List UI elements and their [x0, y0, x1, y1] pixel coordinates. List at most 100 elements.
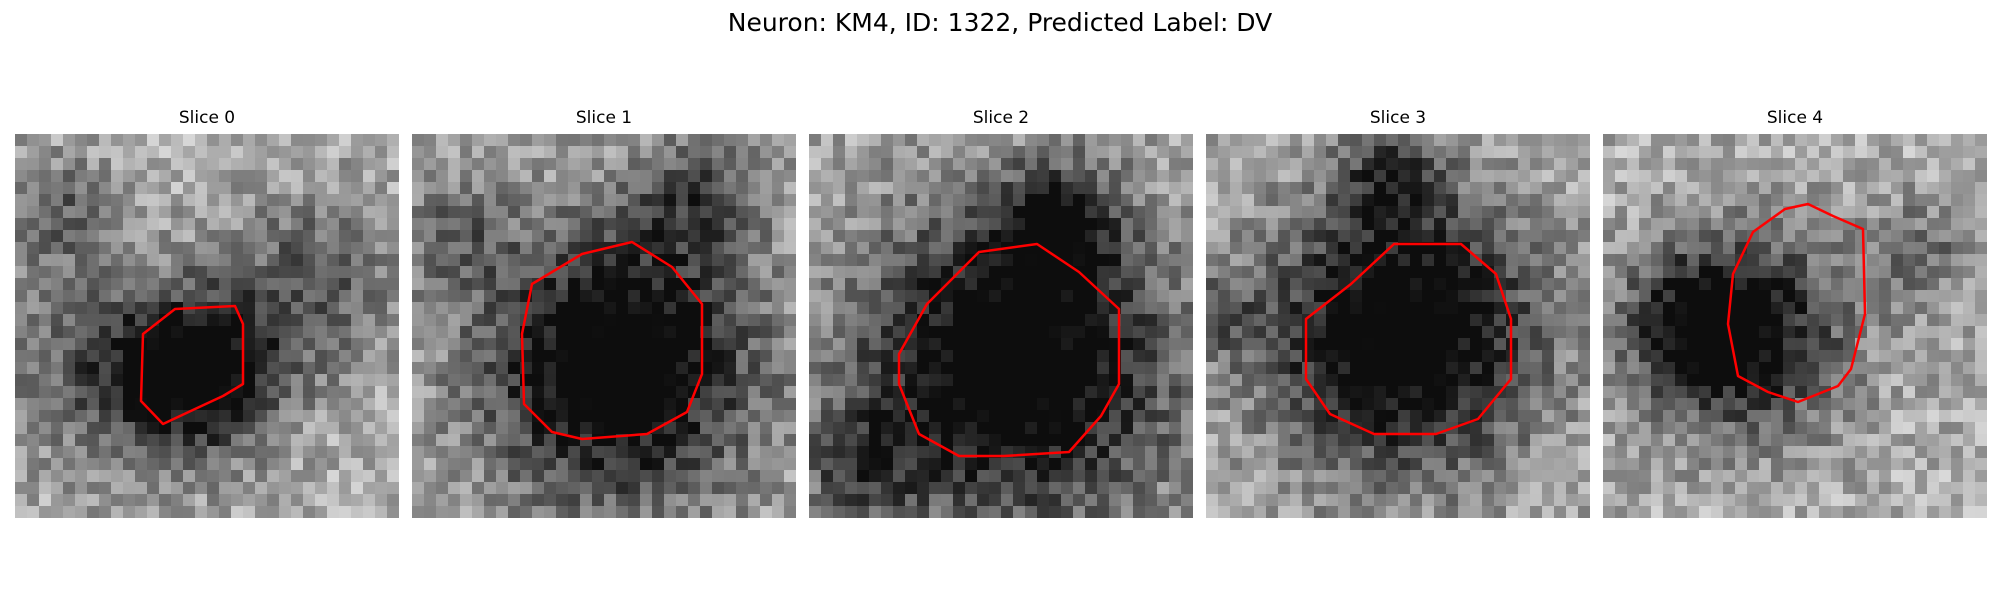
pixel-tile [905, 254, 918, 267]
pixel-tile [1506, 134, 1519, 147]
pixel-tile [568, 158, 581, 171]
pixel-tile [1470, 410, 1483, 423]
pixel-tile [363, 158, 376, 171]
pixel-tile [1530, 338, 1543, 351]
pixel-tile [15, 338, 28, 351]
pixel-tile [1037, 434, 1050, 447]
pixel-tile [977, 386, 990, 399]
pixel-tile [652, 386, 665, 399]
pixel-tile [1290, 398, 1303, 411]
pixel-tile [1302, 410, 1315, 423]
pixel-tile [1482, 302, 1495, 315]
pixel-tile [1097, 374, 1110, 387]
pixel-tile [1049, 374, 1062, 387]
pixel-tile [472, 446, 485, 459]
pixel-tile [809, 434, 822, 447]
pixel-tile [748, 326, 761, 339]
pixel-tile [664, 170, 677, 183]
pixel-tile [869, 362, 882, 375]
pixel-tile [243, 350, 256, 363]
pixel-tile [628, 410, 641, 423]
pixel-tile [279, 194, 292, 207]
pixel-tile [760, 422, 773, 435]
pixel-tile [977, 302, 990, 315]
pixel-tile [1663, 458, 1676, 471]
pixel-tile [1206, 314, 1219, 327]
pixel-tile [772, 422, 785, 435]
pixel-tile [1603, 374, 1616, 387]
pixel-tile [75, 482, 88, 495]
pixel-tile [1073, 254, 1086, 267]
pixel-tile [640, 410, 653, 423]
pixel-tile [1554, 350, 1567, 363]
pixel-tile [1639, 290, 1652, 303]
pixel-tile [1061, 398, 1074, 411]
pixel-tile [1506, 146, 1519, 159]
pixel-tile [869, 194, 882, 207]
pixel-tile [1807, 158, 1820, 171]
pixel-tile [1121, 326, 1134, 339]
pixel-tile [712, 254, 725, 267]
pixel-tile [520, 374, 533, 387]
pixel-tile [1578, 158, 1590, 171]
pixel-tile [460, 194, 473, 207]
pixel-tile [809, 218, 822, 231]
pixel-tile [1290, 446, 1303, 459]
pixel-tile [1446, 386, 1459, 399]
pixel-tile [592, 458, 605, 471]
pixel-tile [1145, 362, 1158, 375]
pixel-tile [1675, 182, 1688, 195]
pixel-tile [1097, 338, 1110, 351]
pixel-tile [339, 374, 352, 387]
pixel-tile [1771, 182, 1784, 195]
pixel-tile [1290, 230, 1303, 243]
pixel-tile [748, 230, 761, 243]
pixel-tile [869, 410, 882, 423]
pixel-tile [1314, 458, 1327, 471]
pixel-tile [1891, 290, 1904, 303]
pixel-tile [1651, 398, 1664, 411]
pixel-tile [676, 434, 689, 447]
pixel-tile [291, 458, 304, 471]
pixel-tile [1566, 410, 1579, 423]
pixel-tile [1759, 182, 1772, 195]
pixel-tile [1603, 194, 1616, 207]
pixel-tile [1795, 206, 1808, 219]
pixel-tile [1615, 134, 1628, 147]
pixel-tile [87, 290, 100, 303]
pixel-tile [833, 482, 846, 495]
pixel-tile [1109, 458, 1122, 471]
pixel-tile [664, 422, 677, 435]
pixel-tile [1554, 494, 1567, 507]
pixel-tile [1711, 458, 1724, 471]
pixel-tile [1771, 170, 1784, 183]
pixel-tile [760, 206, 773, 219]
pixel-tile [1891, 374, 1904, 387]
pixel-tile [1314, 398, 1327, 411]
pixel-tile [724, 422, 737, 435]
pixel-tile [568, 206, 581, 219]
pixel-tile [1759, 398, 1772, 411]
pixel-tile [809, 314, 822, 327]
pixel-tile [1807, 362, 1820, 375]
pixel-tile [1963, 218, 1976, 231]
pixel-tile [1735, 458, 1748, 471]
pixel-tile [448, 302, 461, 315]
pixel-tile [1013, 386, 1026, 399]
pixel-tile [1422, 482, 1435, 495]
pixel-tile [736, 458, 749, 471]
pixel-tile [1037, 146, 1050, 159]
pixel-tile [1795, 230, 1808, 243]
pixel-tile [51, 386, 64, 399]
pixel-tile [1482, 506, 1495, 518]
pixel-tile [1157, 482, 1170, 495]
pixel-tile [1807, 242, 1820, 255]
pixel-tile [905, 290, 918, 303]
pixel-tile [1049, 482, 1062, 495]
pixel-tile [1097, 422, 1110, 435]
pixel-tile [1530, 422, 1543, 435]
pixel-tile [1663, 302, 1676, 315]
pixel-tile [736, 338, 749, 351]
pixel-tile [977, 290, 990, 303]
pixel-tile [1133, 206, 1146, 219]
